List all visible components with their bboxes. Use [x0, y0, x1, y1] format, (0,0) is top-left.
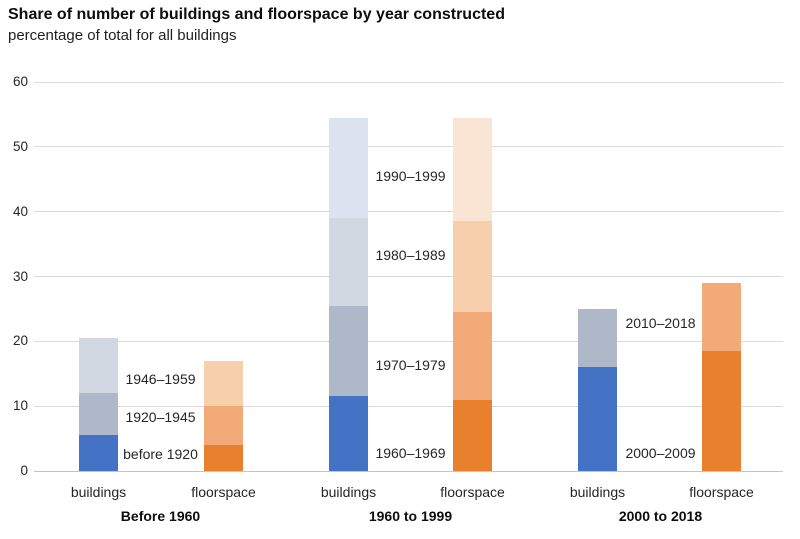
segment-inline-label: 2000–2009 — [625, 444, 696, 461]
bar-segment — [79, 393, 118, 436]
bar-segment — [79, 338, 118, 394]
gridline — [34, 276, 783, 277]
segment-inline-label: before 1920 — [123, 446, 198, 463]
bar-category-label: buildings — [70, 484, 127, 500]
bar-segment — [79, 435, 118, 471]
bar-category-label: floorspace — [689, 484, 754, 500]
bar-segment — [329, 305, 368, 397]
bar-segment — [702, 282, 741, 352]
group-label: Before 1960 — [120, 508, 201, 524]
gridline — [34, 211, 783, 213]
segment-inline-label: 1920–1945 — [125, 409, 196, 426]
y-axis-tick-label: 20 — [12, 333, 28, 349]
bar-segment — [204, 445, 243, 471]
gridline — [34, 340, 783, 342]
bar-segment — [453, 117, 492, 222]
y-axis-tick-label: 40 — [12, 203, 28, 219]
bar-segment — [204, 406, 243, 446]
bar-segment — [453, 312, 492, 400]
gridline — [34, 81, 783, 83]
bar-segment — [702, 351, 741, 471]
segment-inline-label: 1960–1969 — [375, 444, 446, 461]
y-axis-tick-label: 60 — [12, 74, 28, 89]
chart-subtitle: percentage of total for all buildings — [8, 27, 237, 44]
segment-inline-label: 1990–1999 — [375, 168, 446, 184]
y-axis-tick-label: 0 — [20, 463, 28, 478]
segment-inline-label: 1946–1959 — [125, 370, 196, 387]
chart-title: Share of number of buildings and floorsp… — [8, 6, 505, 23]
y-axis-tick-label: 30 — [12, 268, 28, 284]
gridline — [34, 146, 783, 148]
bar-category-label: floorspace — [440, 484, 505, 500]
bar-segment — [453, 399, 492, 471]
bar-segment — [329, 117, 368, 219]
bar-segment — [204, 360, 243, 407]
segment-inline-label: 1970–1979 — [375, 357, 446, 374]
segment-inline-label: 2010–2018 — [625, 315, 696, 332]
bar-segment — [329, 396, 368, 471]
segment-inline-label: 1980–1989 — [375, 247, 446, 264]
bar-segment — [578, 308, 617, 368]
bar-category-label: buildings — [320, 484, 377, 500]
group-label: 1960 to 1999 — [368, 508, 453, 524]
bar-segment — [329, 218, 368, 306]
bar-category-label: buildings — [569, 484, 626, 500]
bar-segment — [453, 221, 492, 313]
gridline — [34, 470, 783, 472]
bar-category-label: floorspace — [191, 484, 256, 500]
y-axis-tick-label: 50 — [12, 138, 28, 154]
gridline — [34, 405, 783, 407]
y-axis-tick-label: 10 — [12, 398, 28, 414]
group-label: 2000 to 2018 — [618, 508, 703, 524]
bar-segment — [578, 367, 617, 471]
